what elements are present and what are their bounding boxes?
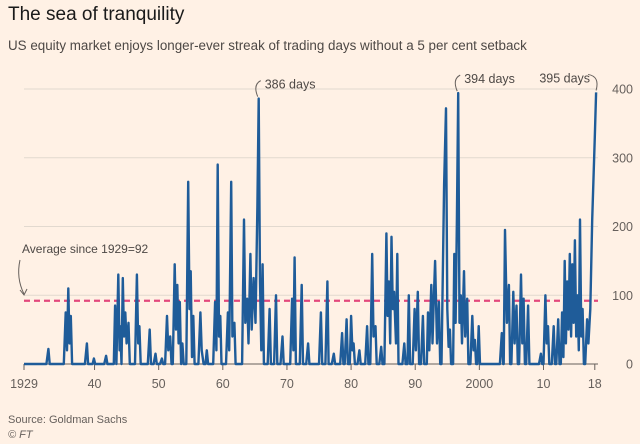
- average-arrow: [18, 259, 25, 295]
- x-tick-label: 60: [216, 377, 230, 391]
- x-tick-label: 70: [280, 377, 294, 391]
- y-tick-label: 100: [612, 289, 633, 303]
- x-tick-label: 90: [408, 377, 422, 391]
- x-tick-label: 10: [537, 377, 551, 391]
- x-tick-label: 80: [344, 377, 358, 391]
- y-tick-label: 400: [612, 83, 633, 97]
- annotation-label: 394 days: [464, 72, 515, 86]
- chart-title: The sea of tranquility: [8, 4, 185, 25]
- series-line: [24, 91, 598, 366]
- x-tick-label: 1929: [10, 377, 38, 391]
- y-tick-label: 300: [612, 151, 633, 165]
- x-tick-label: 2000: [465, 377, 493, 391]
- source-note: Source: Goldman Sachs: [8, 414, 128, 426]
- x-tick-label: 40: [88, 377, 102, 391]
- annotation-arrow: [255, 80, 261, 97]
- annotation-arrow: [454, 74, 461, 92]
- x-tick-label: 18: [588, 377, 602, 391]
- average-arrow-head: [19, 288, 28, 296]
- annotation-label: 386 days: [265, 78, 316, 92]
- y-tick-label: 200: [612, 220, 633, 234]
- x-tick-label: 50: [152, 377, 166, 391]
- chart-subtitle: US equity market enjoys longer-ever stre…: [8, 38, 527, 53]
- average-label: Average since 1929=92: [22, 242, 149, 256]
- annotation-arrow: [587, 73, 598, 91]
- y-tick-label: 0: [626, 358, 633, 372]
- ft-credit: © FT: [8, 429, 33, 441]
- annotation-label: 395 days: [539, 71, 590, 85]
